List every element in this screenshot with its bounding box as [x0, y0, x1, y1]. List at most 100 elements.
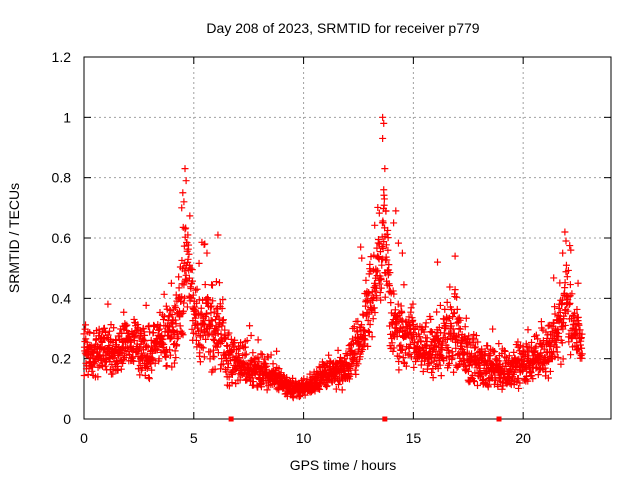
data-point [347, 347, 355, 355]
data-point [232, 346, 240, 354]
data-point [183, 303, 191, 311]
data-point [208, 317, 216, 325]
data-point [212, 278, 220, 286]
data-point [118, 329, 126, 337]
data-point [210, 353, 218, 361]
data-point [484, 342, 492, 350]
data-point [451, 252, 459, 260]
data-point [223, 342, 231, 350]
data-point [180, 281, 188, 289]
data-point [505, 352, 513, 360]
data-point [128, 354, 136, 362]
data-point [175, 284, 183, 292]
data-point [420, 328, 428, 336]
data-point [162, 353, 170, 361]
data-point [565, 301, 573, 309]
data-point [446, 283, 454, 291]
data-point [566, 242, 574, 250]
data-point [386, 269, 394, 277]
data-point [191, 306, 199, 314]
data-point [374, 235, 382, 243]
data-point [561, 279, 569, 287]
data-point [124, 347, 132, 355]
data-point [389, 347, 397, 355]
data-point [185, 241, 193, 249]
data-point [168, 311, 176, 319]
data-point [516, 379, 524, 387]
zero-point [228, 416, 234, 422]
data-point [574, 346, 582, 354]
data-point [376, 280, 384, 288]
data-point [199, 344, 207, 352]
zero-point [496, 416, 502, 422]
data-point [390, 344, 398, 352]
data-point [117, 365, 125, 373]
data-point [362, 296, 370, 304]
data-point [392, 320, 400, 328]
data-point [114, 366, 122, 374]
data-point [141, 372, 149, 380]
data-point [378, 243, 386, 251]
data-point [148, 366, 156, 374]
data-point [471, 344, 479, 352]
data-point [400, 281, 408, 289]
data-point [379, 244, 387, 252]
data-point [249, 349, 257, 357]
data-point [82, 335, 90, 343]
data-point [150, 321, 158, 329]
data-point [558, 339, 566, 347]
data-point [368, 333, 376, 341]
data-point [181, 225, 189, 233]
data-point [492, 376, 500, 384]
data-point [193, 285, 201, 293]
data-point [534, 371, 542, 379]
data-point [389, 287, 397, 295]
data-point [383, 230, 391, 238]
data-point [392, 207, 400, 215]
data-point [105, 344, 113, 352]
data-point [473, 382, 481, 390]
data-point [131, 336, 139, 344]
data-point [532, 331, 540, 339]
data-point [208, 281, 216, 289]
data-point [195, 259, 203, 267]
data-point [449, 325, 457, 333]
data-point [574, 279, 582, 287]
data-point [498, 385, 506, 393]
data-point [547, 342, 555, 350]
data-point [474, 338, 482, 346]
data-point [551, 310, 559, 318]
data-point [528, 338, 536, 346]
data-point [160, 290, 168, 298]
data-point [451, 286, 459, 294]
data-point [201, 240, 209, 248]
data-point [566, 299, 574, 307]
data-point [80, 330, 88, 338]
data-point [182, 177, 190, 185]
data-point [449, 313, 457, 321]
data-point [423, 334, 431, 342]
data-point [429, 347, 437, 355]
data-point [192, 336, 200, 344]
data-point [437, 372, 445, 380]
data-point [388, 319, 396, 327]
data-point [154, 326, 162, 334]
data-point [224, 342, 232, 350]
data-point [319, 360, 327, 368]
data-point [562, 261, 570, 269]
data-point [91, 360, 99, 368]
data-point [381, 293, 389, 301]
data-point [559, 325, 567, 333]
data-point [213, 343, 221, 351]
data-point [354, 317, 362, 325]
data-point [119, 359, 127, 367]
data-point [513, 378, 521, 386]
data-point [354, 328, 362, 336]
data-point [427, 328, 435, 336]
y-tick-label: 0 [63, 411, 71, 427]
data-point [391, 306, 399, 314]
data-point [105, 327, 113, 335]
tick-labels: 0 0.2 0.4 0.6 0.8 1 1.2 0 5 10 15 20 [52, 49, 532, 446]
data-point [149, 329, 157, 337]
data-point [554, 326, 562, 334]
